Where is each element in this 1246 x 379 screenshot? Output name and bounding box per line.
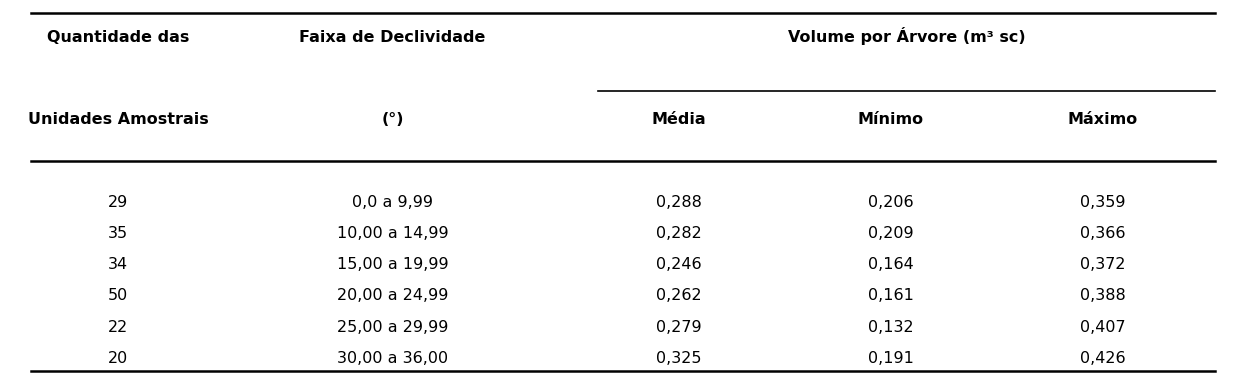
Text: 0,206: 0,206 [868,195,913,210]
Text: 0,161: 0,161 [868,288,913,304]
Text: 20,00 a 24,99: 20,00 a 24,99 [336,288,449,304]
Text: Mínimo: Mínimo [857,112,925,127]
Text: Quantidade das: Quantidade das [47,30,189,45]
Text: 25,00 a 29,99: 25,00 a 29,99 [336,319,449,335]
Text: 0,325: 0,325 [657,351,701,366]
Text: 0,164: 0,164 [868,257,913,273]
Text: 50: 50 [108,288,128,304]
Text: 0,426: 0,426 [1080,351,1125,366]
Text: 30,00 a 36,00: 30,00 a 36,00 [336,351,449,366]
Text: Unidades Amostrais: Unidades Amostrais [27,112,209,127]
Text: 0,191: 0,191 [868,351,913,366]
Text: 0,372: 0,372 [1080,257,1125,273]
Text: 0,282: 0,282 [657,226,701,241]
Text: 0,366: 0,366 [1080,226,1125,241]
Text: 0,246: 0,246 [657,257,701,273]
Text: 0,0 a 9,99: 0,0 a 9,99 [351,195,434,210]
Text: 0,279: 0,279 [657,319,701,335]
Text: 0,359: 0,359 [1080,195,1125,210]
Text: 34: 34 [108,257,128,273]
Text: 10,00 a 14,99: 10,00 a 14,99 [336,226,449,241]
Text: 0,407: 0,407 [1080,319,1125,335]
Text: 35: 35 [108,226,128,241]
Text: 0,132: 0,132 [868,319,913,335]
Text: 0,262: 0,262 [657,288,701,304]
Text: 20: 20 [108,351,128,366]
Text: Média: Média [652,112,706,127]
Text: 0,288: 0,288 [657,195,701,210]
Text: 0,388: 0,388 [1080,288,1125,304]
Text: 0,209: 0,209 [868,226,913,241]
Text: (°): (°) [381,112,404,127]
Text: Volume por Árvore (m³ sc): Volume por Árvore (m³ sc) [787,28,1025,45]
Text: Faixa de Declividade: Faixa de Declividade [299,30,486,45]
Text: 15,00 a 19,99: 15,00 a 19,99 [336,257,449,273]
Text: Máximo: Máximo [1068,112,1138,127]
Text: 29: 29 [108,195,128,210]
Text: 22: 22 [108,319,128,335]
